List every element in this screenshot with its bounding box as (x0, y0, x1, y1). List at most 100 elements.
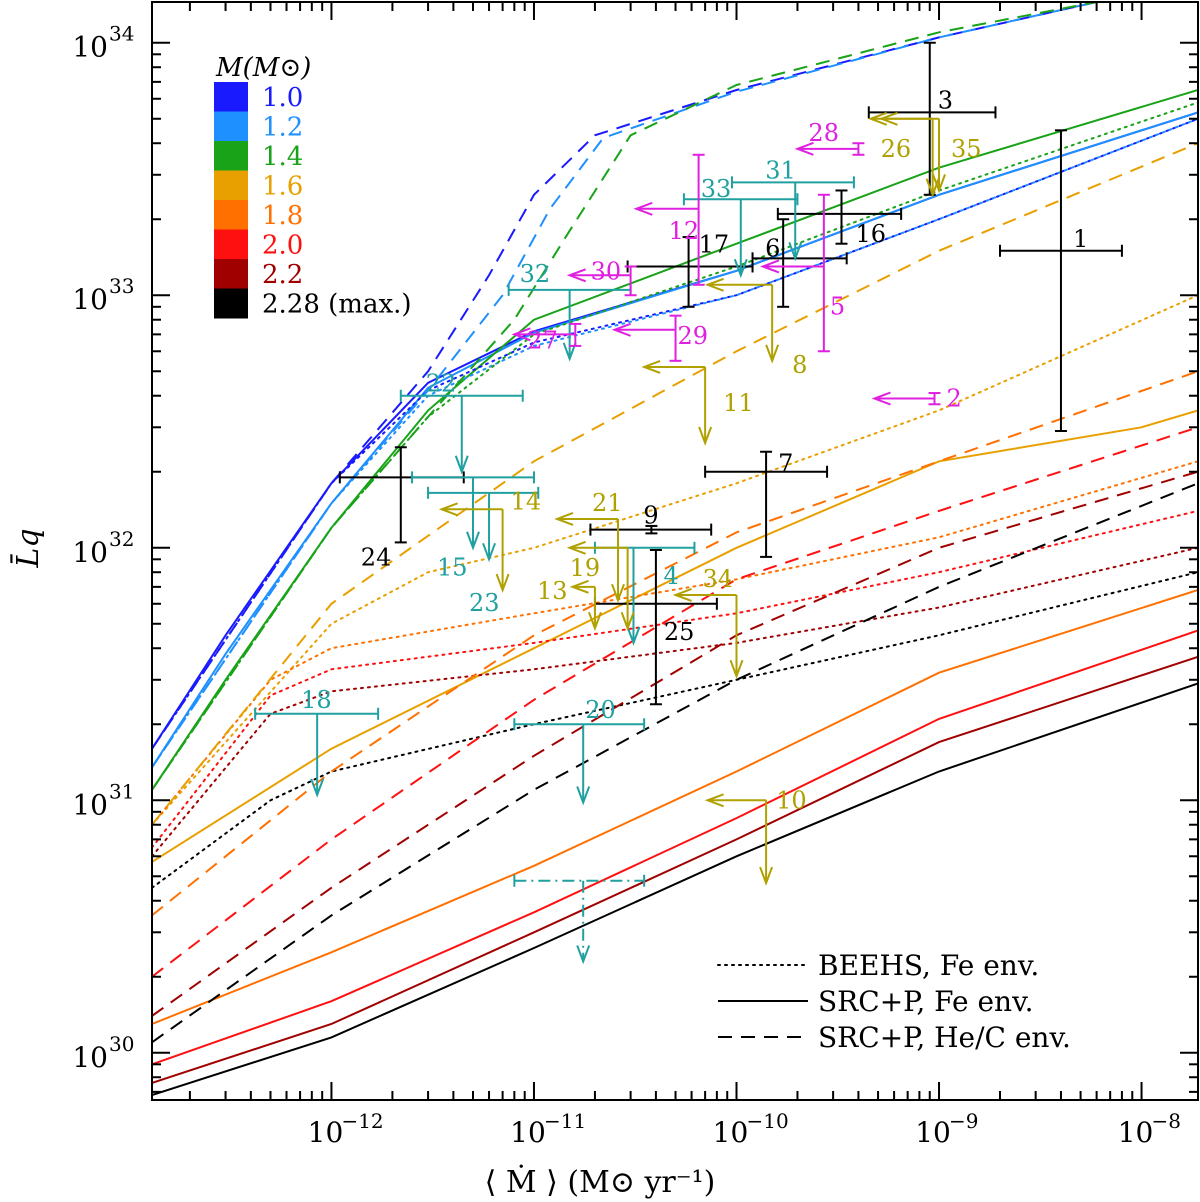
mass-legend-label: 1.8 (262, 201, 303, 231)
curve-1-6-src-p-he-c (152, 142, 1198, 826)
observation-17: 17 (626, 230, 754, 308)
arrow-head-left (611, 322, 631, 337)
observation-6: 6 (751, 218, 848, 308)
style-legend-label: SRC+P, He/C env. (818, 1021, 1071, 1054)
arrow-head-left (871, 391, 891, 406)
observation-label: 32 (520, 260, 551, 288)
observation-label: 22 (426, 370, 457, 398)
observation-1: 1 (998, 129, 1123, 432)
x-tick-label: 10 (915, 1116, 951, 1149)
arrow-head-left (867, 111, 888, 126)
observation-label: 1 (1073, 225, 1088, 253)
observation-13: 13 (537, 577, 602, 632)
observation-label: 8 (792, 351, 807, 379)
arrow-head-down (765, 344, 780, 364)
curve-1-8-beehs-fe (152, 460, 1198, 826)
observation-label: 14 (511, 487, 542, 515)
curve-1-8-src-p-he-c (152, 370, 1198, 917)
observation-label: 28 (808, 119, 839, 147)
arrow-head-down (733, 258, 748, 279)
observation-5: 5 (760, 193, 845, 353)
observation-label: 11 (723, 389, 754, 417)
mass-legend-swatch (214, 259, 248, 289)
arrow-head-down (495, 573, 510, 593)
curve-1-4-src-p-he-c (152, 2, 1097, 791)
y-tick-exponent: 32 (109, 527, 134, 551)
observation-label: 35 (951, 135, 982, 163)
observation-label: 16 (856, 220, 887, 248)
mass-legend-label: 1.0 (262, 83, 303, 113)
arrow-head-down (482, 542, 496, 563)
observation-33: 33 (682, 175, 799, 279)
observation-26: 26 (867, 111, 940, 198)
arrow-head-down (626, 626, 641, 646)
x-tick-exponent: −12 (341, 1109, 383, 1133)
mass-legend-swatch (214, 111, 248, 142)
observation-label: 17 (699, 230, 730, 258)
observation-label: 34 (702, 565, 733, 593)
observation-16: 16 (776, 189, 903, 248)
x-tick-label: 10 (510, 1116, 546, 1149)
observation-35: 35 (878, 111, 982, 194)
observation-18: 18 (254, 686, 380, 798)
x-tick-exponent: −8 (1152, 1109, 1181, 1133)
mass-legend-label: 1.6 (262, 172, 303, 202)
arrow-head-down (310, 778, 325, 798)
style-legend-label: SRC+P, Fe env. (818, 985, 1033, 1018)
curve-1-0-beehs-fe (152, 117, 1198, 750)
observation-31: 31 (730, 156, 855, 262)
observation-label: 31 (765, 156, 796, 184)
style-legend: BEEHS, Fe env.SRC+P, Fe env.SRC+P, He/C … (717, 949, 1071, 1054)
observation-dashed-limit (513, 874, 646, 965)
mass-legend-label: 2.0 (262, 231, 303, 261)
mass-legend-label: 1.4 (262, 142, 303, 172)
mass-legend: M(M⊙) 1.01.21.41.61.82.02.22.28 (max.) (214, 53, 412, 320)
arrow-head-left (704, 277, 724, 292)
observation-label: 9 (643, 502, 658, 530)
mass-legend-swatch (214, 200, 248, 230)
mass-legend-label: 1.2 (262, 113, 303, 143)
observation-27: 27 (511, 322, 582, 354)
arrow-head-down (698, 426, 713, 446)
curve-2-2-src-p-fe (152, 655, 1198, 1084)
observation-25: 25 (593, 548, 718, 706)
x-tick-label: 10 (713, 1116, 749, 1149)
mass-legend-title: M(M⊙) (215, 53, 311, 83)
arrow-head-left (566, 540, 586, 555)
x-axis-label: ⟨ Ṁ ⟩ (M⊙ yr⁻¹) (485, 1164, 716, 1200)
observation-label: 21 (592, 489, 623, 517)
curve-1-2-src-p-fe (152, 111, 1198, 768)
observation-2: 2 (871, 385, 962, 413)
observation-label: 18 (301, 686, 332, 714)
arrow-head-left (672, 588, 692, 602)
arrow-head-left (633, 201, 653, 216)
mass-legend-label: 2.28 (max.) (262, 290, 412, 320)
x-tick-exponent: −11 (544, 1109, 586, 1133)
arrow-head-left (438, 502, 458, 517)
mass-legend-swatch (214, 288, 248, 319)
arrow-head-down (562, 342, 577, 362)
observation-15: 15 (411, 471, 535, 581)
arrow-head-left (794, 141, 814, 156)
observation-11: 11 (641, 360, 754, 446)
y-tick-label: 10 (72, 283, 108, 316)
observation-label: 4 (663, 562, 678, 590)
arrow-head-down (611, 583, 625, 604)
observation-label: 15 (437, 553, 468, 581)
arrow-head-down (759, 866, 774, 886)
curve-1-4-src-p-fe (152, 89, 1198, 791)
observation-label: 24 (361, 543, 392, 571)
observation-label: 27 (527, 326, 558, 354)
observation-20: 20 (513, 696, 646, 806)
observation-23: 23 (427, 486, 540, 617)
arrow-head-left (760, 259, 780, 274)
plot-frame (151, 1, 1199, 1101)
arrow-head-down (932, 174, 946, 194)
observation-34: 34 (672, 565, 744, 680)
observation-30: 30 (566, 257, 637, 297)
arrow-head-down (588, 611, 602, 632)
observation-28: 28 (794, 119, 865, 156)
observation-label: 23 (469, 589, 500, 617)
